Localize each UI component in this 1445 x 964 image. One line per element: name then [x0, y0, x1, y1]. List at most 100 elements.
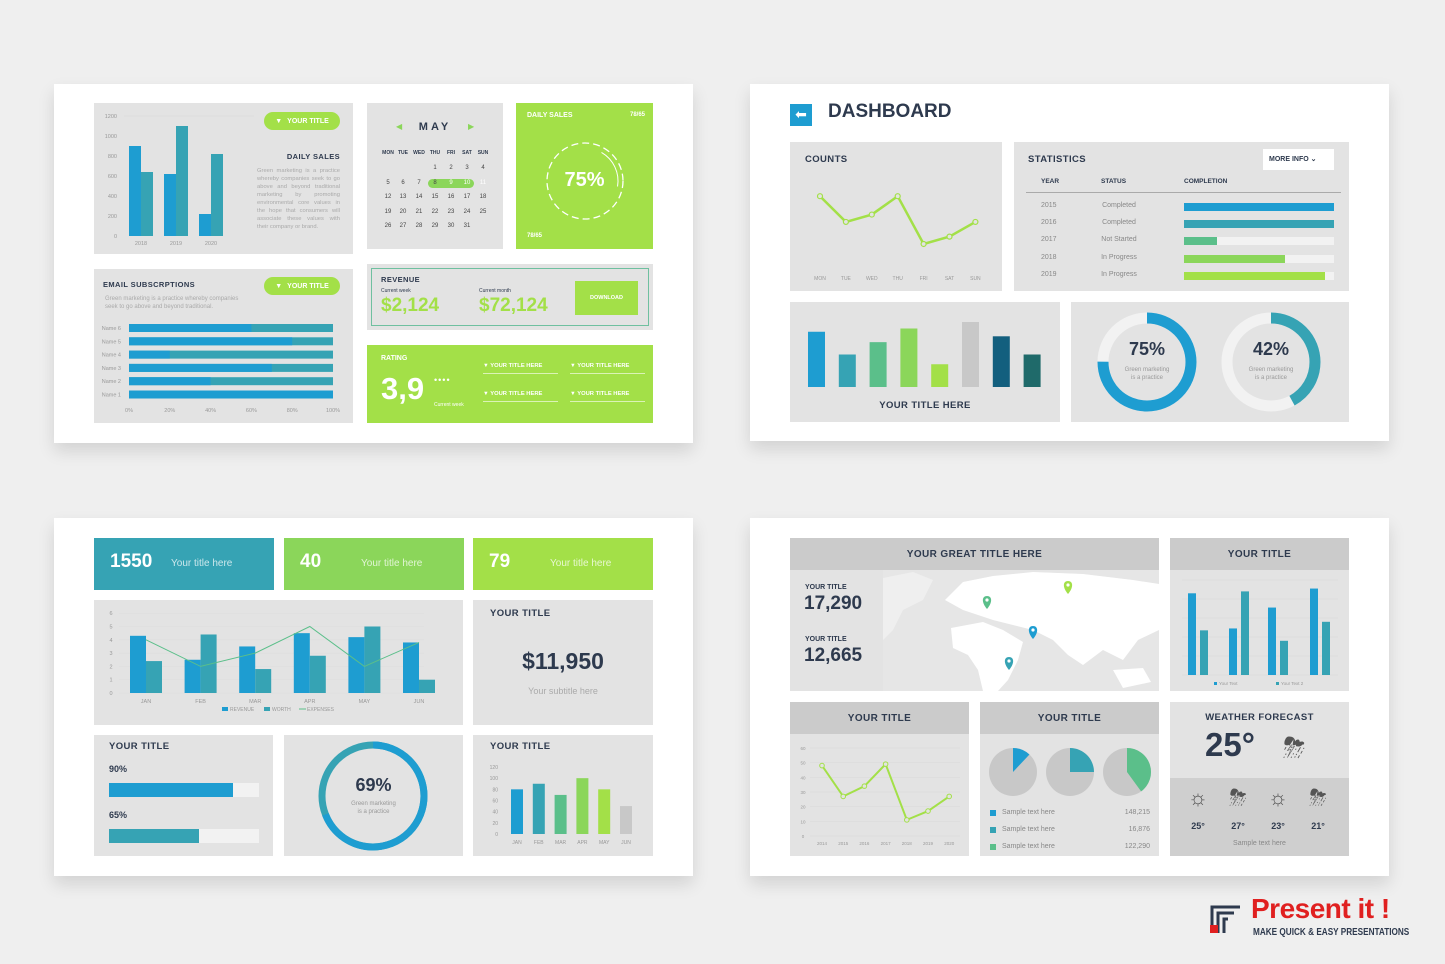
row-year: 2017: [1041, 236, 1057, 244]
calendar-day[interactable]: 26: [384, 223, 392, 229]
legend-swatch: [222, 707, 228, 711]
calendar-day[interactable]: 22: [431, 208, 439, 215]
triangle-left-icon[interactable]: ◀: [396, 122, 403, 131]
x-tick-label: MAY: [599, 840, 610, 846]
map-pin-icon[interactable]: [982, 596, 992, 609]
calendar-day[interactable]: 20: [399, 208, 407, 215]
calendar-day[interactable]: 3: [465, 165, 469, 171]
kpi-card[interactable]: 1550 Your title here: [94, 538, 274, 590]
calendar-day[interactable]: 30: [447, 223, 455, 229]
calendar-day[interactable]: 2: [449, 165, 453, 171]
thunderstorm-icon: ⛈: [1283, 732, 1306, 763]
calendar-day[interactable]: 13: [399, 194, 407, 200]
calendar-day[interactable]: 6: [401, 179, 405, 186]
calendar-day[interactable]: 4: [481, 165, 485, 171]
calendar-day[interactable]: 27: [399, 223, 407, 229]
map-pin-icon[interactable]: [1004, 657, 1014, 670]
bar: [1310, 588, 1318, 675]
weekday-label: WED: [413, 150, 425, 156]
y-tick-label: 3: [109, 651, 112, 657]
bar: [532, 783, 545, 834]
bar: [146, 661, 162, 693]
calendar-day[interactable]: 25: [479, 208, 487, 215]
y-tick-label: 10: [800, 819, 806, 824]
legend-value: 148,215: [1124, 809, 1150, 816]
donut-fill: [318, 741, 428, 851]
card-percent: 75%: [564, 169, 605, 191]
back-button[interactable]: ⬅: [790, 104, 812, 126]
bar: [931, 364, 949, 387]
y-tick-label: 4: [109, 638, 112, 644]
bar: [620, 806, 632, 834]
map-pins: [982, 581, 1073, 670]
forecast-temp: 27°: [1231, 821, 1245, 831]
daily-sales-card: DAILY SALES 78/65 75% 78/65: [516, 103, 653, 249]
calendar-day[interactable]: 23: [447, 208, 455, 215]
kpi-card[interactable]: 79 Your title here: [473, 538, 653, 590]
americas-landmass: [883, 572, 933, 640]
pin-shape: [1063, 581, 1073, 594]
calendar-day[interactable]: 7: [417, 179, 421, 186]
statistics-title: STATISTICS: [1028, 154, 1087, 165]
y-tick-label: 5: [109, 625, 112, 631]
calendar-day[interactable]: 5: [386, 179, 390, 186]
calendar-day[interactable]: 31: [463, 223, 471, 229]
monthly-chart-panel: 0 1 2 3 4 5 6 JAN FEB MAR APR MAY JUN REVENUE WORTH EXP…: [94, 600, 463, 725]
progress-label: 65%: [109, 810, 128, 820]
map-stat-2-value: 12,665: [804, 645, 863, 666]
triangle-right-icon[interactable]: ▶: [468, 122, 475, 131]
expenses-line: [145, 625, 420, 667]
bar: [1229, 628, 1237, 675]
map-pin-icon[interactable]: [1028, 626, 1038, 639]
calendar-day[interactable]: 1: [433, 165, 437, 171]
calendar-day[interactable]: 10: [463, 179, 471, 186]
kpi-card[interactable]: 40 Your title here: [284, 538, 464, 590]
your-title-pill[interactable]: ▼ YOUR TITLE: [264, 112, 340, 130]
donut-charts: [1097, 312, 1321, 412]
monthly-bar-chart: 0 20 40 60 80 100 120 JAN FEB MAR APR MAY JUN: [490, 765, 632, 846]
calendar-day[interactable]: 19: [384, 208, 392, 215]
calendar-day[interactable]: 28: [415, 223, 423, 229]
calendar-day[interactable]: 29: [431, 223, 439, 229]
rating-item[interactable]: ▼ YOUR TITLE HERE: [483, 363, 558, 374]
kpi-value: 1550: [110, 551, 153, 572]
pies-panel: YOUR TITLE Sample text here 148,215 Sample…: [980, 702, 1159, 856]
calendar-day[interactable]: 21: [415, 208, 423, 215]
calendar-day[interactable]: 8: [433, 179, 437, 186]
chevron-double-down-icon: ⌄: [1310, 156, 1317, 163]
weekday-label: MON: [382, 150, 394, 156]
calendar-day[interactable]: 16: [447, 194, 455, 200]
month-value: $72,124: [479, 295, 548, 316]
rating-item[interactable]: ▼ YOUR TITLE HERE: [570, 363, 645, 374]
x-tick-label: JUN: [414, 699, 425, 705]
download-button[interactable]: DOWNLOAD: [575, 281, 638, 315]
bar: [309, 655, 326, 693]
weather-current: 25°: [1205, 726, 1255, 763]
your-title-pill[interactable]: ▼ YOUR TITLE: [264, 277, 340, 295]
bar: [808, 331, 825, 387]
calendar-day[interactable]: 18: [479, 194, 487, 200]
email-bar-chart: Name 6 Name 5 Name 4 Name 3 Name 2 Name 1 0% 20…: [102, 324, 340, 414]
legend-swatch: [264, 707, 270, 711]
donut-fill: [1221, 312, 1321, 412]
rating-item[interactable]: ▼ YOUR TITLE HERE: [483, 391, 558, 402]
calendar-day[interactable]: 17: [463, 194, 471, 200]
bar: [164, 174, 176, 236]
calendar-day[interactable]: 11: [479, 179, 487, 186]
more-info-button[interactable]: MORE INFO ⌄: [1263, 149, 1334, 170]
calendar-day[interactable]: 14: [415, 194, 423, 200]
calendar-day[interactable]: 12: [384, 194, 392, 200]
x-tick-label: TUE: [841, 276, 852, 282]
data-point: [861, 783, 868, 789]
calendar-day[interactable]: 15: [431, 194, 439, 200]
rating-item[interactable]: ▼ YOUR TITLE HERE: [570, 391, 645, 402]
calendar-day[interactable]: 9: [449, 179, 453, 186]
x-tick-label: 60%: [246, 408, 257, 414]
map-stat-2-label: YOUR TITLE: [805, 636, 847, 643]
map-pin-icon[interactable]: [1063, 581, 1073, 594]
more-info-label: MORE INFO: [1269, 156, 1309, 163]
calendar-day[interactable]: 24: [463, 208, 471, 215]
bars-panel: YOUR TITLE HERE: [790, 302, 1060, 422]
donut-fill: [1097, 312, 1197, 412]
bar: [900, 328, 918, 387]
